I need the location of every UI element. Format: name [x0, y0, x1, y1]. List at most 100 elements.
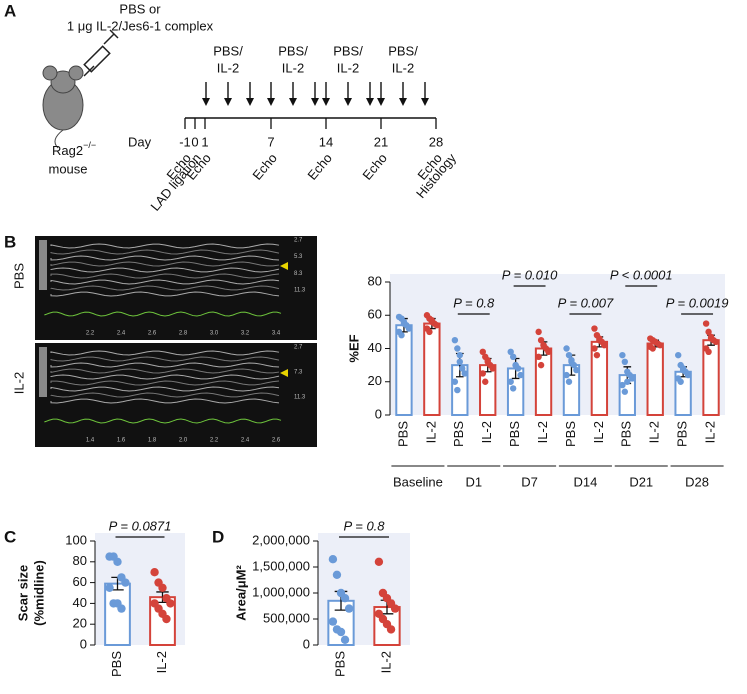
arrow-head [267, 98, 275, 106]
data-point [677, 378, 684, 385]
dose-label: PBS/ [388, 43, 418, 58]
y-tick-label: 20 [73, 616, 87, 631]
y-axis-label: (%midline) [31, 560, 46, 626]
data-point [675, 351, 682, 359]
bar [646, 342, 664, 417]
arrow-head [399, 98, 407, 106]
y-tick-label: 2,000,000 [252, 532, 310, 547]
data-point [121, 578, 130, 587]
data-point [656, 341, 664, 349]
echo-trace [50, 368, 280, 374]
x-tick-label: IL-2 [647, 421, 662, 443]
y-axis-label: %EF [346, 334, 361, 362]
day-number: 14 [319, 134, 333, 149]
echo-depth-tick: 5.3 [294, 254, 303, 260]
data-point [456, 358, 463, 365]
echo-trace [50, 249, 280, 255]
panel-label: D [212, 527, 224, 546]
echo-depth-tick: 2.7 [294, 238, 303, 244]
echo-trace [50, 374, 280, 380]
data-point [509, 385, 517, 392]
data-point [117, 604, 126, 613]
echo-image [35, 236, 317, 340]
data-point [563, 371, 570, 379]
data-point [158, 583, 167, 592]
echo-trace [50, 243, 280, 249]
data-point [684, 371, 692, 379]
data-point [340, 635, 350, 644]
group-label: Baseline [393, 474, 443, 489]
data-point [428, 317, 436, 324]
bar [423, 322, 441, 416]
data-point [540, 341, 547, 349]
y-tick-label: 0 [80, 636, 87, 651]
y-tick-label: 0 [303, 636, 310, 651]
data-point [150, 568, 159, 577]
y-tick-label: 40 [73, 595, 87, 610]
x-tick-label: PBS [109, 651, 124, 677]
echo-trace [50, 291, 280, 297]
echo-trace [50, 356, 280, 362]
data-point [629, 375, 636, 382]
echo-time-tick: 2.6 [148, 331, 157, 337]
data-point [461, 370, 468, 377]
echo-trace [50, 267, 280, 273]
data-point [426, 328, 433, 336]
x-tick-label: PBS [451, 421, 466, 447]
echo-trace [50, 398, 280, 404]
x-tick-label: IL-2 [423, 421, 438, 443]
echo-time-tick: 1.8 [148, 438, 157, 444]
data-point [328, 555, 338, 564]
plot-background [390, 274, 725, 415]
echo-trace [50, 350, 280, 356]
panel-label: C [4, 527, 16, 546]
data-point [649, 345, 656, 352]
y-tick-label: 20 [368, 373, 382, 388]
data-point [702, 320, 710, 327]
p-value: P = 0.010 [502, 267, 558, 282]
treatment: 1 μg IL-2/Jes6-1 complex [67, 18, 214, 33]
x-tick-label: IL-2 [702, 421, 717, 443]
data-point [459, 365, 466, 372]
dose-label: IL-2 [337, 60, 359, 75]
data-point [545, 348, 552, 356]
echo-trace [50, 392, 280, 398]
p-value: P = 0.0019 [666, 295, 729, 310]
data-point [344, 604, 354, 613]
echo-time-tick: 1.4 [86, 438, 95, 444]
data-point [619, 381, 626, 389]
echo-marker [280, 262, 288, 270]
echo-depth-tick: 11.3 [294, 288, 306, 294]
data-point [621, 388, 629, 395]
echo-time-tick: 2.8 [179, 331, 188, 337]
y-tick-label: 1,000,000 [252, 584, 310, 599]
y-tick-label: 60 [73, 574, 87, 589]
event-label: Echo [304, 150, 335, 182]
echo-time-tick: 2.4 [241, 438, 250, 444]
p-value: P < 0.0001 [610, 267, 673, 282]
mouse-label: mouse [48, 161, 87, 176]
day-number: 7 [267, 134, 274, 149]
echo-time-tick: 3.2 [241, 331, 250, 337]
x-tick-label: PBS [507, 421, 522, 447]
data-point [573, 366, 580, 374]
data-point [705, 348, 712, 356]
echo-label: IL-2 [11, 372, 26, 394]
echo-trace [50, 255, 280, 261]
data-point [454, 345, 461, 352]
p-value: P = 0.8 [453, 295, 495, 310]
data-point [535, 328, 542, 336]
echo-trace [50, 279, 280, 285]
dose-label: IL-2 [392, 60, 414, 75]
day-number: 1 [201, 134, 208, 149]
data-point [386, 625, 396, 634]
dose-label: PBS/ [213, 43, 243, 58]
echo-depth-tick: 8.3 [294, 271, 303, 277]
data-point [537, 336, 545, 344]
echo-depth-tick: 11.3 [294, 395, 306, 401]
data-point [374, 557, 384, 566]
x-tick-label: IL-2 [591, 421, 606, 443]
data-point [537, 361, 545, 369]
data-point [105, 583, 114, 592]
